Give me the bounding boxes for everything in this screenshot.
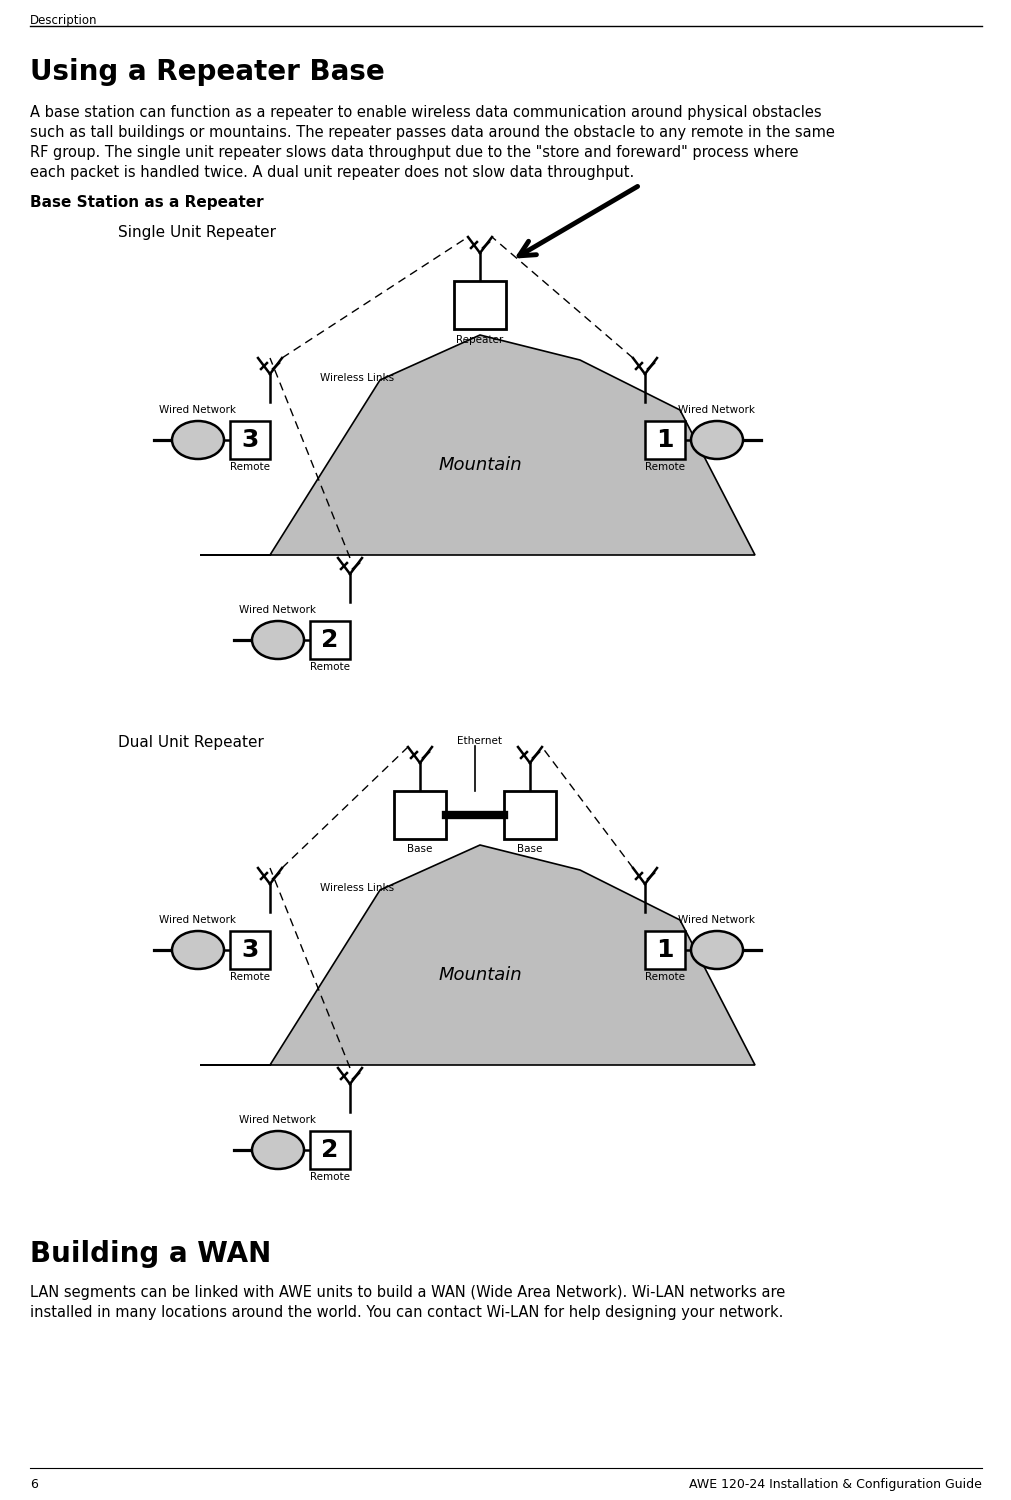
Text: Wireless Links: Wireless Links <box>319 884 393 892</box>
Polygon shape <box>200 334 754 555</box>
Text: Wired Network: Wired Network <box>240 604 316 615</box>
Polygon shape <box>200 844 754 1065</box>
Bar <box>503 790 555 838</box>
Text: Single Unit Repeater: Single Unit Repeater <box>118 225 276 240</box>
Text: Repeater: Repeater <box>456 334 503 345</box>
Text: 1: 1 <box>655 938 673 962</box>
Text: Ethernet: Ethernet <box>457 736 502 746</box>
Text: Wired Network: Wired Network <box>677 915 755 926</box>
Text: Wired Network: Wired Network <box>677 405 755 416</box>
Text: Base: Base <box>406 844 433 853</box>
Text: Mountain: Mountain <box>438 456 522 474</box>
Text: Mountain: Mountain <box>438 966 522 984</box>
Bar <box>309 621 350 658</box>
Text: each packet is handled twice. A dual unit repeater does not slow data throughput: each packet is handled twice. A dual uni… <box>30 165 634 180</box>
Text: Description: Description <box>30 13 97 27</box>
Text: 6: 6 <box>30 1478 37 1491</box>
Text: 3: 3 <box>241 427 259 451</box>
Bar <box>309 1131 350 1168</box>
Text: Remote: Remote <box>309 662 350 672</box>
Text: Remote: Remote <box>309 1172 350 1182</box>
Text: installed in many locations around the world. You can contact Wi-LAN for help de: installed in many locations around the w… <box>30 1305 783 1320</box>
Bar <box>229 932 270 969</box>
Text: Wired Network: Wired Network <box>160 915 237 926</box>
Text: AWE 120-24 Installation & Configuration Guide: AWE 120-24 Installation & Configuration … <box>688 1478 981 1491</box>
Ellipse shape <box>252 621 303 658</box>
Ellipse shape <box>691 422 742 459</box>
Text: Remote: Remote <box>644 972 684 982</box>
Text: Remote: Remote <box>644 462 684 472</box>
Text: Building a WAN: Building a WAN <box>30 1240 271 1268</box>
Ellipse shape <box>172 932 223 969</box>
Bar <box>644 932 684 969</box>
Text: Base Station as a Repeater: Base Station as a Repeater <box>30 195 263 210</box>
Bar <box>454 280 506 328</box>
Bar <box>393 790 446 838</box>
Bar <box>229 422 270 459</box>
Text: LAN segments can be linked with AWE units to build a WAN (Wide Area Network). Wi: LAN segments can be linked with AWE unit… <box>30 1286 785 1300</box>
Text: Dual Unit Repeater: Dual Unit Repeater <box>118 735 264 750</box>
Text: Remote: Remote <box>229 972 270 982</box>
Text: RF group. The single unit repeater slows data throughput due to the "store and f: RF group. The single unit repeater slows… <box>30 146 798 160</box>
Ellipse shape <box>691 932 742 969</box>
Bar <box>644 422 684 459</box>
Text: Wireless Links: Wireless Links <box>319 374 393 382</box>
Text: 2: 2 <box>321 628 339 652</box>
Text: Wired Network: Wired Network <box>160 405 237 416</box>
Text: 3: 3 <box>241 938 259 962</box>
Text: Remote: Remote <box>229 462 270 472</box>
Ellipse shape <box>252 1131 303 1168</box>
Text: Base: Base <box>517 844 542 853</box>
Text: A base station can function as a repeater to enable wireless data communication : A base station can function as a repeate… <box>30 105 821 120</box>
Text: Wired Network: Wired Network <box>240 1114 316 1125</box>
Ellipse shape <box>172 422 223 459</box>
Text: 2: 2 <box>321 1138 339 1162</box>
Text: Using a Repeater Base: Using a Repeater Base <box>30 58 384 86</box>
Text: such as tall buildings or mountains. The repeater passes data around the obstacl: such as tall buildings or mountains. The… <box>30 124 834 140</box>
Text: 1: 1 <box>655 427 673 451</box>
